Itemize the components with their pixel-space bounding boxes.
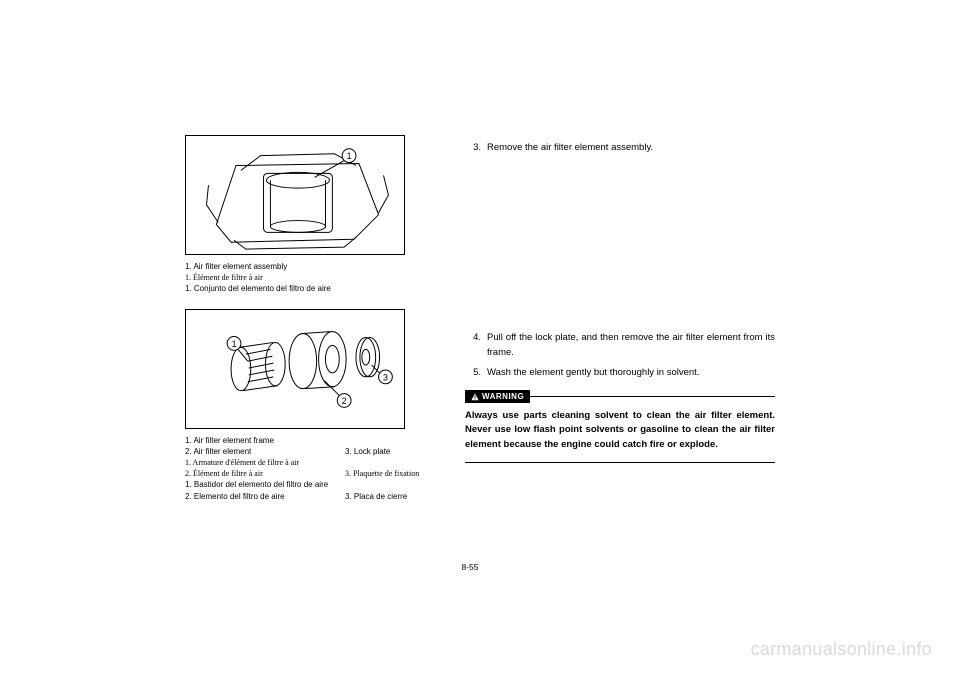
step-4-num: 4. [465,331,487,360]
caption-es2: 2. Elemento del filtro de aire [185,491,345,502]
svg-text:1: 1 [232,338,237,348]
caption-es3: 3. Placa de cierre [345,491,435,502]
blank-figure-space [465,161,775,331]
caption-en: 1. Air filter element assembly [185,261,435,272]
step-5-text: Wash the element gently but thoroughly i… [487,366,775,380]
step-5-num: 5. [465,366,487,380]
warning-text: Always use parts cleaning solvent to cle… [465,409,775,452]
step-4-text: Pull off the lock plate, and then remove… [487,331,775,360]
svg-text:1: 1 [347,151,352,161]
caption-es: 1. Conjunto del elemento del filtro de a… [185,283,435,294]
step-4: 4. Pull off the lock plate, and then rem… [465,331,775,360]
caption-fr: 1. Élément de filtre à air [185,272,435,283]
caption-en1: 1. Air filter element frame [185,435,345,446]
warning-badge: WARNING [465,390,530,403]
caption-es1: 1. Bastidor del elemento del filtro de a… [185,479,345,490]
figure-air-filter-parts: 1 2 3 [185,309,405,429]
step-3-num: 3. [465,141,487,155]
caption-fr2: 2. Élément de filtre à air [185,468,345,479]
right-column: 3. Remove the air filter element assembl… [465,135,775,565]
step-3-text: Remove the air filter element assembly. [487,141,775,155]
svg-text:3: 3 [383,372,388,382]
page-number: 8-55 [461,562,478,572]
warning-rule-bottom [465,462,775,463]
step-5: 5. Wash the element gently but thoroughl… [465,366,775,380]
air-filter-assembly-illustration: 1 [186,136,404,254]
air-filter-parts-illustration: 1 2 3 [186,310,404,428]
watermark: carmanualsonline.info [751,639,932,660]
caption-en2: 2. Air filter element [185,446,345,457]
caption-fr3: 3. Plaquette de fixation [345,468,435,479]
manual-page: 1 1. Air filter element assembly 1. Élém… [185,135,775,565]
caption-en3: 3. Lock plate [345,446,435,457]
warning-rule-top [530,396,775,397]
step-3: 3. Remove the air filter element assembl… [465,141,775,155]
figure-air-filter-assembly: 1 [185,135,405,255]
left-column: 1 1. Air filter element assembly 1. Élém… [185,135,435,565]
figure1-captions: 1. Air filter element assembly 1. Élémen… [185,261,435,295]
svg-text:2: 2 [342,395,347,405]
warning-header: WARNING [465,390,775,403]
warning-label: WARNING [482,392,524,401]
caption-fr1: 1. Armature d'élément de filtre à air [185,457,345,468]
warning-icon [471,393,479,401]
figure2-captions: 1. Air filter element frame 2. Air filte… [185,435,435,502]
